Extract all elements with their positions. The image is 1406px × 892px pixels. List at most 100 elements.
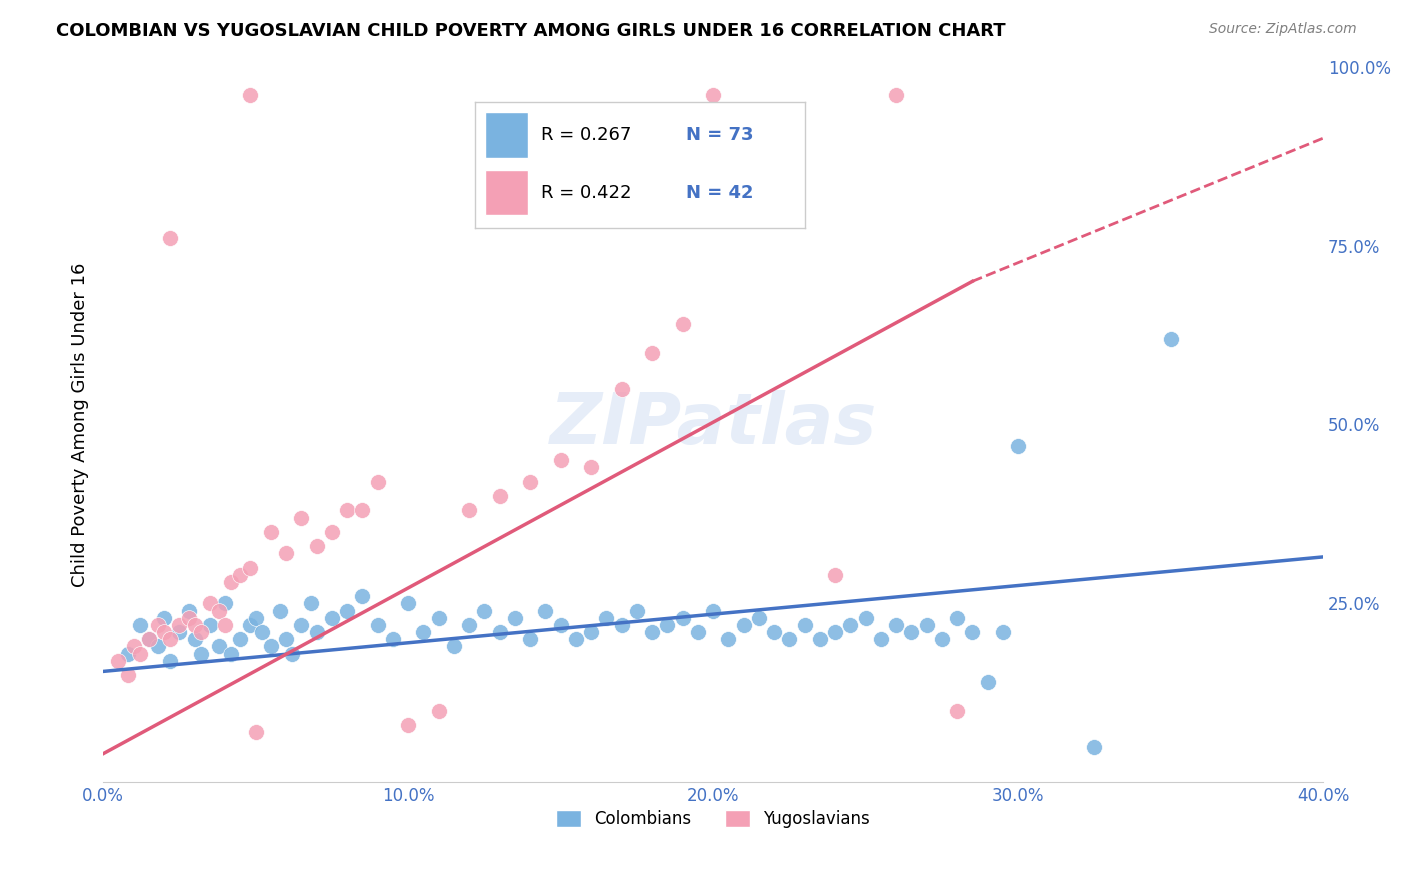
Point [808, 632, 831, 647]
Point [229, 567, 252, 582]
Point [884, 88, 907, 103]
Point [793, 618, 815, 632]
Y-axis label: Child Poverty Among Girls Under 16: Child Poverty Among Girls Under 16 [72, 262, 89, 587]
Point [352, 503, 374, 517]
Point [1007, 439, 1029, 453]
Point [190, 647, 212, 661]
Point [686, 625, 709, 640]
Point [219, 574, 242, 589]
Point [733, 210, 755, 224]
Point [1083, 739, 1105, 754]
Point [824, 625, 846, 640]
Point [702, 603, 724, 617]
Point [169, 618, 191, 632]
Point [427, 704, 450, 718]
Point [153, 611, 176, 625]
Point [412, 625, 434, 640]
Point [579, 460, 602, 475]
Point [396, 718, 419, 732]
Point [146, 640, 169, 654]
Point [260, 524, 283, 539]
Point [595, 611, 617, 625]
Point [550, 453, 572, 467]
Point [214, 618, 236, 632]
Point [672, 611, 695, 625]
Point [336, 503, 359, 517]
Point [641, 625, 664, 640]
Point [122, 640, 145, 654]
Point [208, 603, 231, 617]
Point [1160, 332, 1182, 346]
Point [107, 654, 129, 668]
Point [519, 632, 541, 647]
Point [946, 704, 969, 718]
Point [290, 618, 312, 632]
Point [281, 647, 304, 661]
Point [884, 618, 907, 632]
Point [250, 625, 273, 640]
Point [519, 475, 541, 489]
Point [305, 625, 328, 640]
Text: COLOMBIAN VS YUGOSLAVIAN CHILD POVERTY AMONG GIRLS UNDER 16 CORRELATION CHART: COLOMBIAN VS YUGOSLAVIAN CHILD POVERTY A… [56, 22, 1005, 40]
Point [159, 231, 181, 245]
Point [146, 618, 169, 632]
Point [672, 318, 695, 332]
Point [299, 596, 322, 610]
Text: Source: ZipAtlas.com: Source: ZipAtlas.com [1209, 22, 1357, 37]
Point [991, 625, 1014, 640]
Point [900, 625, 922, 640]
Point [159, 632, 181, 647]
Point [183, 632, 205, 647]
Point [245, 725, 267, 739]
Point [190, 625, 212, 640]
Point [474, 603, 496, 617]
Point [657, 618, 679, 632]
Point [128, 618, 150, 632]
Point [260, 640, 283, 654]
Point [183, 618, 205, 632]
Point [626, 603, 648, 617]
Point [717, 632, 740, 647]
Point [128, 647, 150, 661]
Point [321, 611, 343, 625]
Point [839, 618, 862, 632]
Legend: Colombians, Yugoslavians: Colombians, Yugoslavians [550, 804, 877, 835]
Point [396, 596, 419, 610]
Point [117, 647, 139, 661]
Point [443, 640, 465, 654]
Point [534, 603, 557, 617]
Point [503, 611, 526, 625]
Point [976, 675, 998, 690]
Point [321, 524, 343, 539]
Point [198, 596, 221, 610]
Point [336, 603, 359, 617]
Point [550, 618, 572, 632]
Point [159, 654, 181, 668]
Point [352, 589, 374, 603]
Point [367, 618, 389, 632]
Point [305, 539, 328, 553]
Point [458, 618, 481, 632]
Point [962, 625, 984, 640]
Point [641, 346, 664, 360]
Point [367, 475, 389, 489]
Point [427, 611, 450, 625]
Point [117, 668, 139, 682]
Point [733, 618, 755, 632]
Point [610, 382, 633, 396]
Point [245, 611, 267, 625]
Point [381, 632, 404, 647]
Point [177, 611, 200, 625]
Point [169, 625, 191, 640]
Point [610, 618, 633, 632]
Point [208, 640, 231, 654]
Point [276, 546, 298, 560]
Point [702, 88, 724, 103]
Point [488, 489, 510, 503]
Point [579, 625, 602, 640]
Point [238, 88, 260, 103]
Point [290, 510, 312, 524]
Point [870, 632, 893, 647]
Point [276, 632, 298, 647]
Point [229, 632, 252, 647]
